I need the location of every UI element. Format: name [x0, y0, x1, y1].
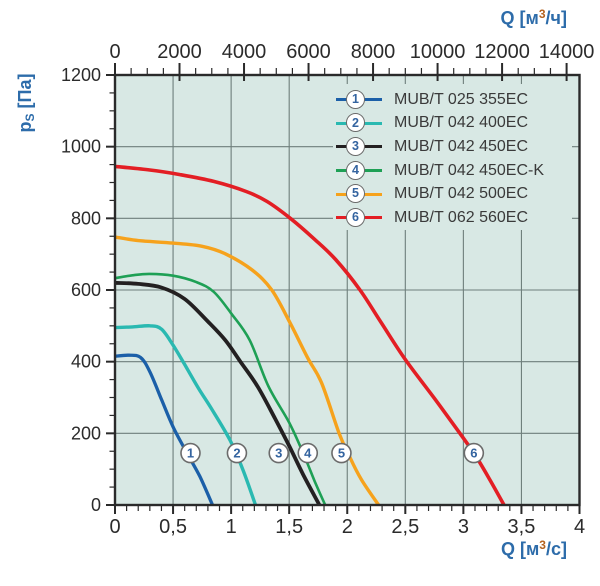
curve-number-markers: 1 2 3 4 5 6 [180, 442, 485, 464]
curve-number: 2 [352, 115, 359, 130]
legend-item: 1 MUB/T 025 355EC [336, 88, 544, 112]
bottom-axis-title-superscript: 3 [539, 538, 546, 552]
tick-label: 3 [458, 516, 469, 538]
tick-label: 12000 [474, 41, 530, 63]
legend-label: MUB/T 042 400EC [394, 114, 528, 132]
curve-number-badge [331, 442, 352, 464]
legend-line-swatch: 3 [336, 136, 382, 156]
y-axis-title: pS [Па] [15, 61, 37, 145]
tick-label: 1,5 [275, 516, 303, 538]
legend-background [333, 84, 572, 230]
series-curve-1 [115, 353, 215, 505]
tick-label: 6000 [286, 41, 331, 63]
curve-number-badge [463, 442, 485, 464]
series-curve-3 [115, 280, 322, 505]
y-axis-title-symbol: p [15, 121, 35, 133]
curve-number: 1 [352, 92, 359, 107]
tick-label: 4000 [222, 41, 267, 63]
curve-number-badge: 5 [346, 184, 365, 204]
tick-label: 2 [233, 446, 240, 461]
tick-label: 0 [109, 41, 120, 63]
legend-line-swatch: 1 [336, 89, 382, 109]
tick-label: 5 [338, 446, 345, 461]
y-axis-title-subscript: S [23, 113, 37, 122]
legend-line-swatch: 2 [336, 113, 382, 133]
tick-label: 3,5 [508, 516, 536, 538]
curve-number-badge [297, 442, 319, 464]
curve-number: 6 [352, 210, 359, 225]
legend-label: MUB/T 042 450EC-K [394, 161, 544, 179]
legend-line-swatch: 5 [336, 184, 382, 204]
tick-label: 10000 [410, 41, 466, 63]
tick-label: 2 [342, 516, 353, 538]
tick-label: 2000 [157, 41, 202, 63]
legend: 1 MUB/T 025 355EC 2 MUB/T 042 400EC 3 MU… [336, 88, 544, 230]
curve-number-badge: 1 [346, 89, 365, 109]
legend-item: 4 MUB/T 042 450EC-K [336, 159, 544, 183]
tick-label: 1200 [61, 65, 101, 85]
tick-label: 2,5 [391, 516, 419, 538]
top-axis-title: Q [м3/ч] [501, 7, 567, 29]
tick-label: 3 [275, 446, 282, 461]
bottom-axis-title: Q [м3/с] [501, 538, 567, 560]
curve-number-badge [226, 442, 248, 464]
legend-label: MUB/T 042 450EC [394, 137, 528, 155]
tick-label: 600 [71, 280, 101, 300]
tick-label: 1000 [61, 137, 101, 157]
tick-label: 4 [574, 516, 585, 538]
series-curve-6 [115, 164, 506, 505]
y-axis-title-unit: [Па] [15, 73, 35, 114]
curve-number-badge: 2 [346, 113, 365, 133]
legend-item: 5 MUB/T 042 500EC [336, 182, 544, 206]
legend-item: 6 MUB/T 062 560EC [336, 206, 544, 230]
bottom-axis-title-unit: /с] [545, 539, 567, 559]
tick-label: 14000 [539, 41, 595, 63]
legend-item: 3 MUB/T 042 450EC [336, 135, 544, 159]
legend-label: MUB/T 025 355EC [394, 90, 528, 108]
legend-line-swatch: 6 [336, 207, 382, 227]
curve-number-badge [180, 442, 201, 464]
legend-line-swatch: 4 [336, 160, 382, 180]
bottom-axis-title-text: Q [м [500, 539, 540, 559]
legend-label: MUB/T 042 500EC [394, 185, 528, 203]
tick-label: 1 [187, 446, 194, 461]
top-axis-title-unit: /ч] [545, 8, 567, 28]
tick-label: 6 [470, 446, 477, 461]
curve-number-badge: 4 [346, 160, 365, 180]
curve-number-badge [268, 442, 290, 464]
tick-label: 0,5 [159, 516, 187, 538]
curve-number-badge: 6 [346, 207, 365, 227]
tick-label: 8000 [351, 41, 396, 63]
curve-number: 5 [352, 186, 359, 201]
tick-label: 200 [71, 423, 101, 443]
tick-label: 0 [91, 495, 101, 515]
curve-number: 4 [352, 162, 359, 177]
tick-label: 1 [226, 516, 237, 538]
legend-label: MUB/T 062 560EC [394, 208, 528, 226]
tick-label: 800 [71, 208, 101, 228]
tick-label: 0 [109, 516, 120, 538]
curve-number: 3 [352, 139, 359, 154]
legend-item: 2 MUB/T 042 400EC [336, 112, 544, 136]
curve-number-badge: 3 [346, 136, 365, 156]
tick-label: 4 [304, 446, 312, 461]
top-axis-title-superscript: 3 [538, 7, 546, 21]
tick-label: 400 [71, 352, 101, 372]
top-axis-title-text: Q [м [500, 8, 539, 28]
